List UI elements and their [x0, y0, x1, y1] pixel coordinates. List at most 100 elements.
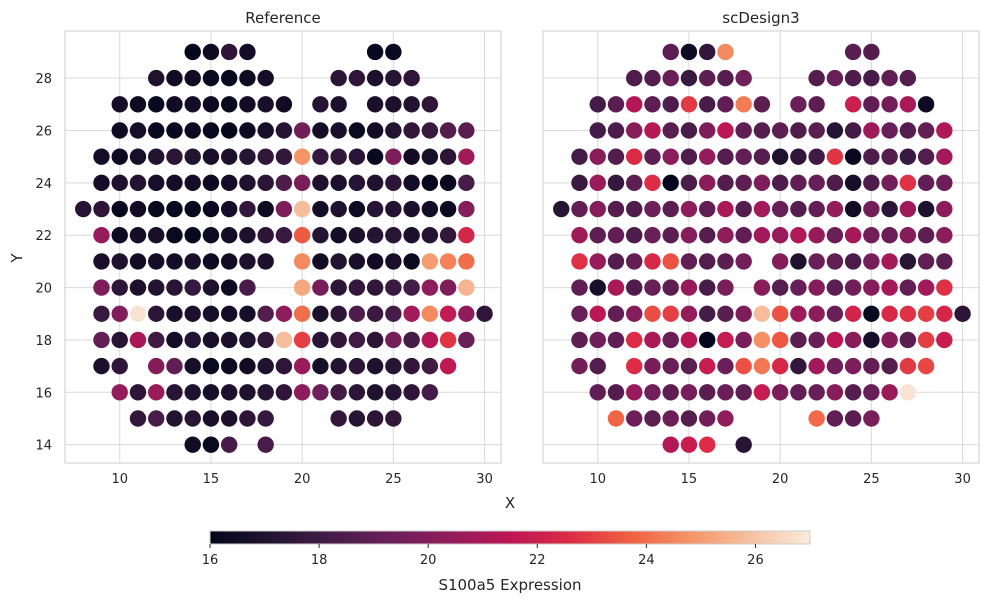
data-point: [202, 122, 220, 139]
x-axis-label: X: [505, 494, 515, 512]
data-point: [403, 69, 420, 87]
data-point: [917, 122, 935, 139]
data-point: [166, 174, 183, 192]
data-point: [808, 174, 825, 192]
data-point: [881, 357, 898, 375]
data-point: [385, 200, 402, 218]
data-point: [753, 122, 771, 139]
data-point: [771, 122, 789, 139]
data-point: [826, 200, 844, 218]
data-point: [93, 305, 110, 322]
data-point: [771, 174, 789, 192]
data-point: [458, 174, 475, 192]
data-point: [899, 174, 917, 192]
data-point: [148, 357, 165, 375]
data-point: [881, 227, 898, 244]
data-point: [348, 384, 366, 401]
data-point: [148, 122, 165, 139]
data-point: [366, 384, 384, 401]
data-point: [348, 357, 366, 375]
data-point: [589, 384, 606, 401]
data-point: [717, 227, 734, 244]
y-tick-label: 26: [35, 124, 52, 139]
data-point: [698, 331, 716, 349]
data-point: [808, 331, 825, 349]
points-reference: [75, 43, 493, 453]
data-point: [257, 410, 274, 427]
y-tick-label: 22: [35, 229, 52, 244]
data-point: [936, 279, 953, 296]
data-point: [571, 253, 588, 270]
data-point: [312, 148, 329, 165]
data-point: [571, 148, 588, 165]
data-point: [735, 227, 752, 244]
data-point: [571, 200, 588, 218]
data-point: [220, 43, 238, 61]
data-point: [202, 200, 220, 218]
data-point: [275, 357, 293, 375]
data-point: [220, 122, 238, 139]
data-point: [166, 200, 183, 218]
data-point: [366, 410, 384, 427]
colorbar-tick-label: 16: [202, 553, 219, 568]
data-point: [881, 384, 898, 401]
data-point: [239, 384, 256, 401]
data-point: [220, 253, 238, 270]
data-point: [239, 69, 256, 87]
data-point: [348, 331, 366, 349]
data-point: [148, 305, 165, 322]
data-point: [717, 148, 734, 165]
data-point: [184, 436, 201, 453]
data-point: [808, 279, 825, 296]
colorbar-tick-label: 20: [420, 553, 437, 568]
data-point: [680, 253, 698, 270]
data-point: [148, 96, 165, 113]
data-point: [626, 357, 643, 375]
y-tick-label: 28: [35, 72, 52, 87]
data-point: [680, 384, 698, 401]
x-tick-label: 30: [954, 472, 971, 487]
data-point: [826, 331, 844, 349]
data-point: [366, 253, 384, 270]
colorbar-tick-label: 24: [638, 553, 655, 568]
data-point: [644, 148, 661, 165]
data-point: [698, 148, 716, 165]
data-point: [184, 122, 201, 139]
data-point: [111, 331, 128, 349]
data-point: [202, 331, 220, 349]
data-point: [680, 43, 698, 61]
data-point: [826, 227, 844, 244]
data-point: [662, 410, 679, 427]
data-point: [662, 69, 679, 87]
data-point: [753, 96, 771, 113]
data-point: [385, 279, 402, 296]
data-point: [717, 69, 734, 87]
data-point: [111, 279, 128, 296]
data-point: [239, 174, 256, 192]
data-point: [790, 357, 807, 375]
data-point: [589, 96, 606, 113]
data-point: [589, 305, 606, 322]
data-point: [385, 331, 402, 349]
data-point: [439, 227, 457, 244]
data-point: [275, 227, 293, 244]
data-point: [644, 357, 661, 375]
data-point: [936, 331, 953, 349]
data-point: [129, 331, 147, 349]
data-point: [366, 279, 384, 296]
data-point: [239, 148, 256, 165]
data-point: [863, 200, 880, 218]
data-point: [844, 331, 862, 349]
data-point: [184, 384, 201, 401]
data-point: [644, 174, 661, 192]
data-point: [111, 384, 128, 401]
data-point: [644, 410, 661, 427]
data-point: [275, 96, 293, 113]
data-point: [385, 305, 402, 322]
data-point: [403, 174, 420, 192]
data-point: [220, 357, 238, 375]
data-point: [899, 331, 917, 349]
data-point: [312, 174, 329, 192]
data-point: [662, 122, 679, 139]
